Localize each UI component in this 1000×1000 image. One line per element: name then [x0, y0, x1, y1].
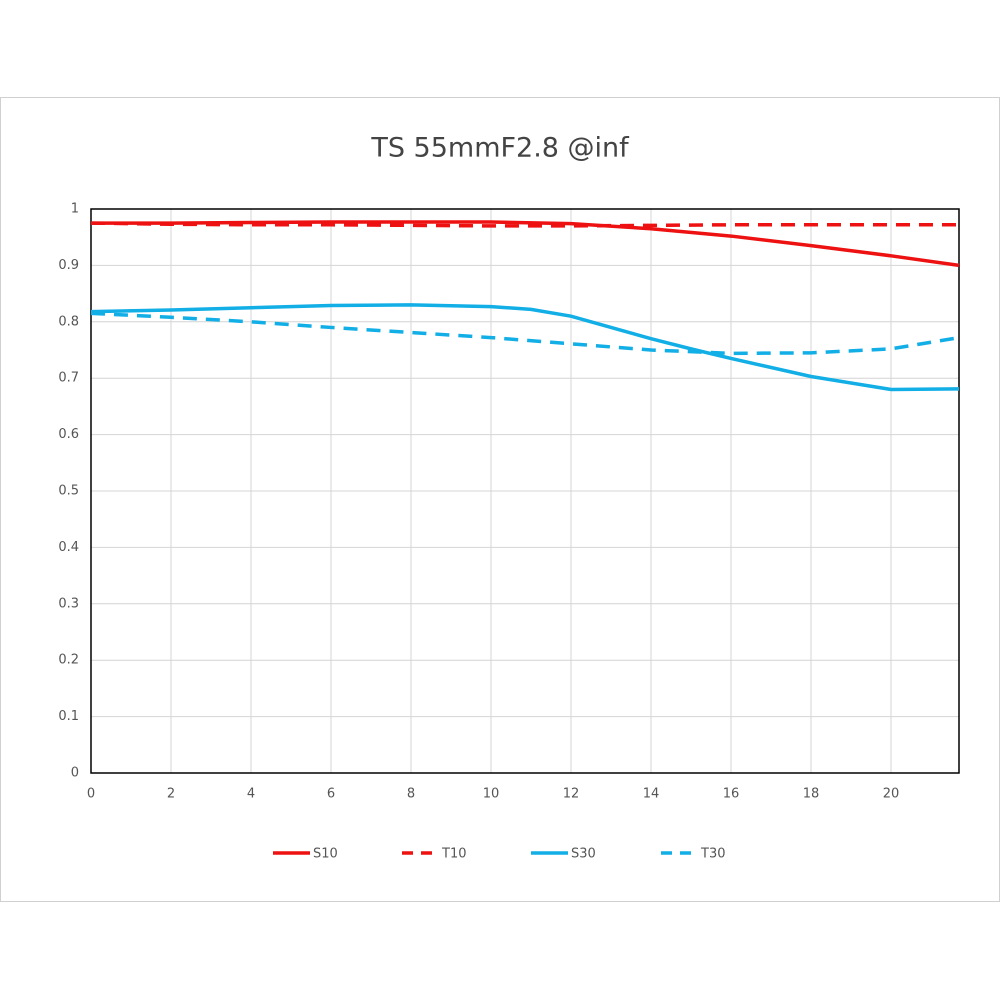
- series-line: [91, 220, 960, 268]
- x-tick-label: 8: [407, 787, 415, 802]
- series-line: [90, 303, 960, 392]
- y-tick-label: 0.4: [58, 540, 79, 555]
- x-tick-label: 14: [643, 787, 660, 802]
- y-tick-label: 0.8: [58, 314, 79, 329]
- plot-frame: [90, 208, 960, 774]
- y-tick-label: 0.1: [58, 709, 79, 724]
- series-line: [90, 311, 960, 356]
- x-tick-label: 12: [563, 787, 580, 802]
- x-tick-label: 18: [803, 787, 820, 802]
- chart-frame: [0, 97, 1000, 902]
- legend-label: T30: [700, 847, 725, 862]
- y-tick-label: 0.7: [58, 371, 79, 386]
- y-tick-label: 1: [71, 202, 79, 217]
- series-line: [90, 221, 959, 228]
- legend-label: S10: [313, 847, 338, 862]
- y-tick-label: 0.5: [58, 484, 79, 499]
- y-tick-label: 0.6: [58, 427, 79, 442]
- chart-title: TS 55mmF2.8 @inf: [370, 133, 630, 164]
- x-tick-label: 16: [723, 787, 740, 802]
- legend-label: S30: [571, 847, 596, 862]
- x-tick-label: 6: [327, 787, 335, 802]
- y-tick-label: 0: [71, 766, 79, 781]
- y-tick-label: 0.3: [58, 596, 79, 611]
- y-tick-label: 0.2: [58, 653, 79, 668]
- x-tick-label: 2: [167, 787, 175, 802]
- x-tick-label: 4: [247, 787, 255, 802]
- x-tick-label: 10: [483, 787, 500, 802]
- x-tick-label: 20: [883, 787, 900, 802]
- y-tick-label: 0.9: [58, 258, 79, 273]
- x-tick-label: 0: [87, 787, 95, 802]
- legend-label: T10: [441, 847, 466, 862]
